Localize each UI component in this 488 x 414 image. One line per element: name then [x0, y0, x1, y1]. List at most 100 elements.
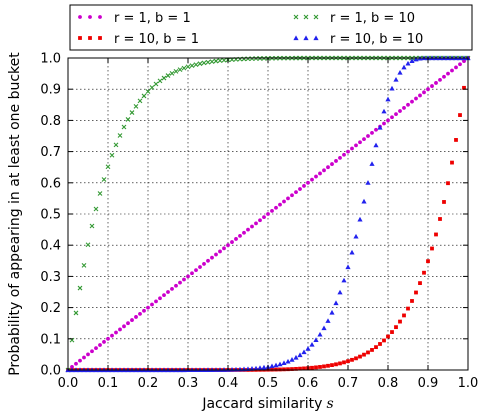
data-point: [357, 216, 363, 222]
data-point: [406, 306, 410, 311]
data-point: [365, 180, 371, 185]
data-point: [309, 342, 315, 347]
legend-marker: [88, 15, 92, 19]
data-point: [442, 74, 446, 79]
data-point: [193, 62, 199, 67]
data-point: [302, 184, 306, 188]
data-point: [294, 366, 298, 371]
data-point: [249, 56, 255, 62]
legend-marker: [98, 36, 102, 40]
data-point: [185, 64, 191, 70]
data-point: [246, 227, 250, 232]
data-point: [181, 65, 187, 71]
legend-label: r = 10, b = 10: [330, 32, 423, 47]
x-tick-label: 0.1: [98, 376, 119, 391]
y-tick-label: 0.1: [40, 332, 61, 347]
data-point: [326, 165, 330, 170]
data-point: [285, 358, 291, 364]
data-point: [418, 93, 422, 98]
data-point: [390, 330, 394, 334]
data-point: [113, 142, 119, 148]
data-point: [202, 262, 206, 266]
data-point: [450, 68, 454, 73]
data-point: [462, 59, 466, 64]
data-point: [85, 242, 91, 248]
data-point: [269, 363, 275, 369]
data-point: [438, 77, 442, 82]
data-point: [358, 140, 362, 145]
legend: r = 1, b = 1 r = 10, b = 1 r = 1, b = 10 r …: [69, 4, 473, 51]
data-point: [245, 56, 251, 62]
legend-label: r = 10, b = 1: [114, 32, 199, 47]
data-point: [250, 224, 254, 229]
data-point: [261, 364, 267, 370]
data-point: [454, 138, 458, 142]
data-point: [197, 61, 203, 67]
data-point: [382, 121, 386, 126]
data-point: [422, 90, 426, 95]
legend-marker: [78, 36, 82, 40]
data-point: [173, 69, 179, 74]
data-point: [149, 85, 155, 90]
data-point: [201, 60, 207, 66]
data-point: [346, 149, 350, 154]
data-point: [77, 285, 83, 291]
data-point: [446, 71, 450, 76]
data-point: [377, 124, 383, 130]
data-point: [110, 333, 114, 338]
legend-item: r = 1, b = 1: [78, 11, 191, 26]
data-point: [321, 325, 327, 331]
legend-box: [69, 4, 473, 51]
data-point: [86, 352, 90, 357]
data-point: [253, 365, 259, 371]
data-point: [118, 327, 122, 332]
data-point: [190, 271, 194, 276]
y-tick-label: 0.8: [40, 114, 61, 129]
y-tick-label: 0.3: [40, 270, 61, 285]
data-point: [333, 300, 339, 306]
data-point: [389, 85, 395, 91]
data-point: [229, 366, 235, 372]
y-axis-label: Probability of appearing in at least one…: [7, 52, 23, 376]
data-point: [426, 259, 430, 264]
data-point: [121, 124, 127, 130]
data-point: [394, 112, 398, 117]
data-point: [410, 299, 414, 303]
data-point: [105, 164, 111, 170]
data-point: [169, 70, 175, 76]
data-point: [414, 290, 418, 295]
series-circle: [66, 56, 470, 372]
x-tick-label: 0.6: [298, 376, 319, 391]
data-point: [330, 363, 334, 368]
data-point: [354, 143, 358, 148]
y-tick-label: 1.0: [40, 52, 61, 67]
data-point: [145, 89, 151, 94]
legend-marker: [313, 35, 319, 41]
data-point: [450, 160, 454, 165]
data-point: [129, 110, 135, 115]
data-point: [406, 102, 410, 107]
data-point: [277, 361, 283, 367]
x-tick-label: 0.0: [58, 376, 79, 391]
legend-marker: [88, 36, 92, 40]
data-point: [101, 177, 107, 182]
data-point: [317, 331, 323, 337]
x-tick-label: 0.7: [338, 376, 359, 391]
data-point: [398, 109, 402, 113]
data-point: [157, 78, 163, 84]
data-point: [306, 180, 310, 185]
data-point: [213, 58, 219, 64]
data-point: [329, 309, 335, 315]
data-point: [386, 118, 390, 123]
data-point: [70, 364, 74, 369]
data-point: [342, 152, 346, 157]
data-point: [430, 84, 434, 88]
legend-marker: [303, 35, 309, 41]
data-point: [414, 96, 418, 101]
data-point: [206, 258, 210, 263]
legend-marker: [98, 15, 102, 19]
data-point: [354, 356, 358, 361]
legend-marker: [78, 15, 82, 19]
data-point: [102, 340, 106, 344]
